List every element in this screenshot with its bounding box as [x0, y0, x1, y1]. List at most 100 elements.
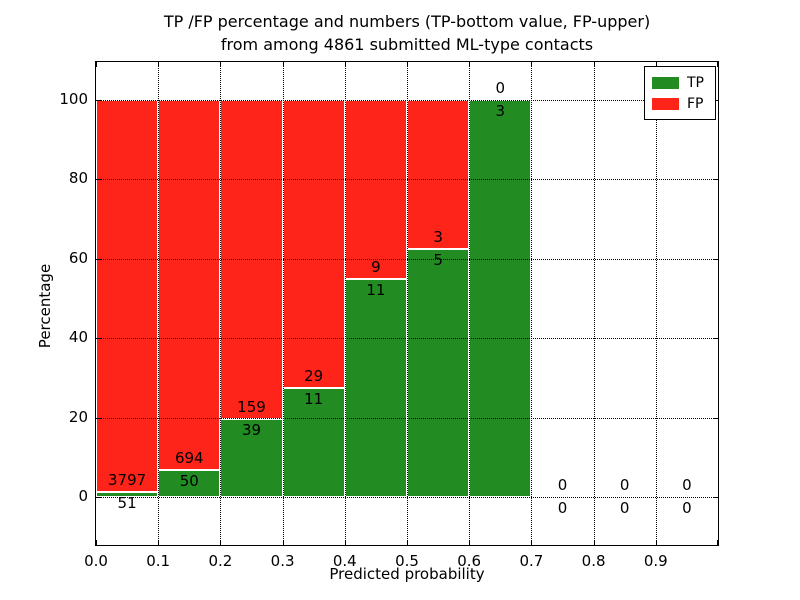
- tick-mark: [407, 62, 408, 67]
- gridline: [344, 62, 346, 545]
- tick-mark: [344, 540, 346, 545]
- bar-fp-count-label: 3797: [108, 470, 147, 489]
- y-tick-label: 60: [68, 248, 88, 267]
- tick-mark: [158, 62, 160, 67]
- tick-mark: [593, 62, 595, 67]
- bar-tp-segment: [469, 100, 532, 497]
- tick-mark: [593, 540, 595, 545]
- fp-color-swatch: [652, 97, 679, 110]
- gridline: [220, 62, 222, 545]
- tick-mark: [158, 540, 160, 545]
- tick-mark: [96, 62, 97, 67]
- tick-mark: [282, 62, 284, 67]
- tick-mark: [96, 338, 101, 340]
- bar-fp-count-label: 159: [237, 397, 266, 416]
- chart-title-line1: TP /FP percentage and numbers (TP-bottom…: [163, 12, 651, 31]
- tick-mark: [713, 179, 718, 181]
- x-tick-label: 0.3: [270, 552, 295, 570]
- chart-title-line2: from among 4861 submitted ML-type contac…: [220, 35, 594, 54]
- bar-fp-segment: [96, 100, 159, 492]
- bar-tp-segment: [220, 418, 283, 497]
- tick-mark: [96, 496, 101, 498]
- tick-mark: [531, 540, 533, 545]
- bar-tp-count-label: 50: [179, 472, 199, 491]
- tp-color-swatch: [652, 76, 679, 89]
- gridline: [655, 62, 657, 545]
- bar-tp-count-label: 0: [682, 498, 692, 517]
- tick-mark: [717, 540, 718, 545]
- bar-tp-count-label: 0: [619, 498, 630, 517]
- x-tick-label: 0.0: [84, 552, 108, 570]
- gridline: [158, 62, 160, 545]
- gridline: [407, 62, 408, 545]
- bar-tp-segment: [407, 248, 470, 497]
- bar-fp-count-label: 29: [304, 366, 324, 385]
- bar-fp-segment: [158, 100, 221, 471]
- x-tick-label: 0.8: [581, 552, 606, 570]
- gridline: [282, 62, 284, 545]
- bar-fp-count-label: 9: [371, 257, 381, 276]
- bar-fp-count-label: 694: [174, 449, 204, 468]
- tick-mark: [713, 338, 718, 340]
- bar-fp-count-label: 0: [495, 79, 506, 98]
- bar-fp-count-label: 3: [433, 227, 443, 246]
- bar-fp-count-label: 0: [682, 475, 692, 494]
- y-tick-label: 80: [68, 169, 88, 188]
- tick-mark: [655, 62, 657, 67]
- bar-tp-count-label: 0: [557, 498, 568, 517]
- x-tick-label: 0.4: [332, 552, 357, 570]
- y-axis-label: Percentage: [36, 263, 54, 349]
- x-tick-label: 0.6: [457, 552, 482, 570]
- tick-mark: [531, 62, 533, 67]
- x-tick-label: 0.9: [643, 552, 668, 570]
- gridline: [469, 62, 471, 545]
- bar-fp-segment: [407, 100, 470, 249]
- x-tick-label: 0.5: [395, 552, 419, 570]
- legend-item-fp: FP: [652, 93, 708, 114]
- gridline: [531, 62, 533, 545]
- bar-tp-segment: [344, 278, 407, 497]
- tick-mark: [713, 496, 718, 498]
- bar-tp-segment: [96, 491, 159, 497]
- gridline: [593, 62, 595, 545]
- x-tick-label: 0.7: [519, 552, 544, 570]
- legend-label-tp: TP: [687, 74, 704, 91]
- tick-mark: [407, 540, 408, 545]
- bar-tp-count-label: 39: [241, 420, 262, 439]
- x-tick-label: 0.1: [146, 552, 171, 570]
- bar-tp-segment: [158, 470, 221, 497]
- tick-mark: [96, 179, 101, 181]
- y-tick-label: 100: [59, 90, 88, 109]
- bar-fp-count-label: 0: [619, 475, 630, 494]
- bar-fp-segment: [282, 100, 345, 388]
- tick-mark: [713, 258, 718, 260]
- chart-title: TP /FP percentage and numbers (TP-bottom…: [7, 10, 800, 56]
- bar-fp-count-label: 0: [557, 475, 568, 494]
- plot-area: 3797 51 694 50 159 39 29 11 9 11 3 5 0 3 0 0 0 0 0 0 0.0 0.1 0…: [59, 61, 719, 570]
- bar-tp-count-label: 3: [495, 102, 506, 121]
- tick-mark: [717, 62, 718, 67]
- x-axis-label: Predicted probability: [329, 565, 485, 583]
- tick-mark: [282, 540, 284, 545]
- x-tick-label: 0.2: [208, 552, 233, 570]
- bar-tp-count-label: 5: [433, 250, 443, 269]
- tick-mark: [96, 540, 97, 545]
- tick-mark: [96, 258, 101, 260]
- tick-mark: [220, 540, 222, 545]
- y-tick-label: 40: [68, 328, 88, 347]
- legend: TP FP: [644, 66, 716, 120]
- bar-tp-count-label: 51: [117, 493, 137, 512]
- legend-label-fp: FP: [687, 95, 704, 112]
- tick-mark: [220, 62, 222, 67]
- y-tick-label: 20: [68, 407, 88, 426]
- tick-mark: [96, 417, 101, 419]
- tick-mark: [655, 540, 657, 545]
- legend-item-tp: TP: [652, 72, 708, 93]
- tick-mark: [713, 417, 718, 419]
- bar-fp-segment: [344, 100, 407, 279]
- tick-mark: [469, 540, 471, 545]
- bar-tp-count-label: 11: [304, 389, 324, 408]
- tick-mark: [96, 100, 101, 102]
- y-tick-label: 0: [78, 486, 88, 505]
